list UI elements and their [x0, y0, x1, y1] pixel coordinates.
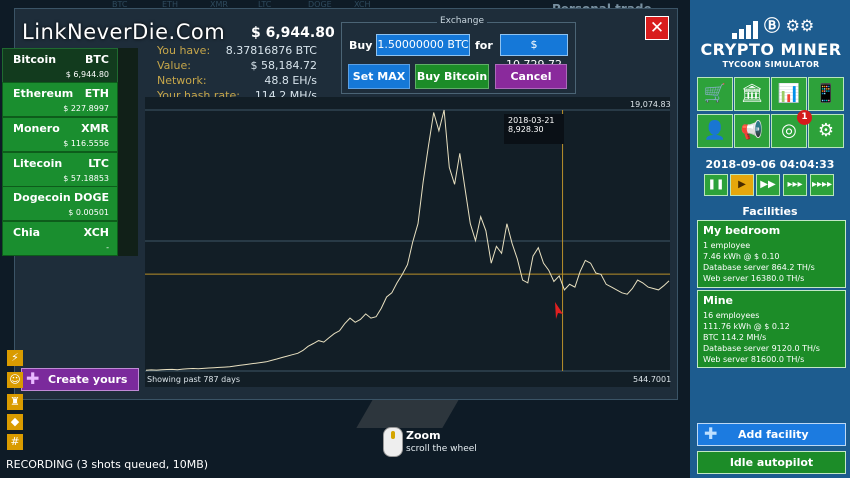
current-price: $ 6,944.80 — [251, 25, 335, 41]
logo-bars-icon — [732, 20, 760, 39]
coin-item-bitcoin[interactable]: Bitcoin BTC $ 6,944.80 — [2, 48, 118, 83]
tooltip-value: 8,928.30 — [508, 125, 544, 134]
recording-status: RECORDING (3 shots queued, 10MB) — [6, 458, 209, 471]
watermark: LinkNeverDie.Com — [22, 20, 226, 44]
small-icon[interactable]: ☺ — [7, 372, 23, 388]
hash-icon[interactable]: # — [7, 434, 23, 450]
create-coin-button[interactable]: ✚ Create yours — [21, 368, 139, 391]
tooltip-date: 2018-03-21 — [508, 116, 555, 125]
facilities-heading: Facilities — [742, 205, 798, 218]
gear-icon[interactable]: ⚙ — [808, 114, 844, 148]
small-icon[interactable]: ⚡ — [7, 350, 23, 366]
pause-button[interactable]: ❚❚ — [704, 174, 728, 196]
notification-badge: 1 — [797, 110, 812, 125]
facility-my-bedroom[interactable]: My bedroom 1 employee 7.46 kWh @ $ 0.10 … — [697, 220, 846, 288]
play-button[interactable]: ▶ — [730, 174, 754, 196]
mouse-icon — [383, 427, 403, 457]
exchange-box: Exchange Buy 1.50000000 BTC for $ 10,729… — [341, 16, 576, 94]
set-max-button[interactable]: Set MAX — [348, 64, 410, 89]
ticker-item: XCH — [354, 0, 371, 9]
coin-item-chia[interactable]: Chia XCH - — [2, 221, 118, 256]
close-button[interactable]: ✕ — [645, 16, 669, 40]
buy-label: Buy — [349, 39, 373, 52]
buy-bitcoin-button[interactable]: Buy Bitcoin — [415, 64, 489, 89]
for-label: for — [475, 39, 493, 52]
add-facility-button[interactable]: ✚ Add facility — [697, 423, 846, 446]
chart-footer: Showing past 787 days — [147, 375, 241, 384]
coin-item-litecoin[interactable]: Litecoin LTC $ 57.18853 — [2, 152, 118, 187]
chart-max-label: 19,074.83 — [630, 100, 671, 109]
btc-price-series — [145, 109, 670, 371]
stats-icon[interactable]: 📊 — [771, 77, 807, 111]
fast-forward-button[interactable]: ▶▶ — [756, 174, 780, 196]
phone-icon[interactable]: 📱 — [808, 77, 844, 111]
small-icon[interactable]: ◆ — [7, 414, 23, 430]
coin-item-monero[interactable]: Monero XMR $ 116.5556 — [2, 117, 118, 152]
ticker-item: ETH — [162, 0, 178, 9]
price-chart-svg — [145, 109, 670, 372]
cart-icon[interactable]: 🛒 — [697, 77, 733, 111]
buy-amount-input[interactable]: 1.50000000 BTC — [376, 34, 470, 56]
zoom-hint-title: Zoom — [406, 429, 441, 442]
isometric-floor — [356, 398, 460, 428]
cancel-button[interactable]: Cancel — [495, 64, 567, 89]
coin-item-dogecoin[interactable]: Dogecoin DOGE $ 0.00501 — [2, 186, 118, 221]
fastest-button[interactable]: ▸▸▸▸ — [810, 174, 834, 196]
ticker-item: BTC — [112, 0, 128, 9]
ticker-item: XMR — [210, 0, 228, 9]
faster-button[interactable]: ▸▸▸ — [783, 174, 807, 196]
zoom-hint-sub: scroll the wheel — [406, 444, 477, 454]
for-amount-input[interactable]: $ 10,729.72 — [500, 34, 568, 71]
coin-item-ethereum[interactable]: Ethereum ETH $ 227.8997 — [2, 82, 118, 117]
bitcoin-logo-icon: Ⓑ ⚙⚙ — [764, 16, 815, 35]
plus-icon: ✚ — [704, 424, 718, 443]
ticker-item: LTC — [258, 0, 272, 9]
mouse-cursor-icon — [555, 302, 563, 319]
bank-icon[interactable]: 🏛 — [734, 77, 770, 111]
megaphone-icon[interactable]: 📢 — [734, 114, 770, 148]
small-icon[interactable]: ♜ — [7, 394, 23, 410]
plus-icon: ✚ — [26, 369, 40, 388]
employee-icon[interactable]: 👤 — [697, 114, 733, 148]
facility-mine[interactable]: Mine 16 employees 111.76 kWh @ $ 0.12 BT… — [697, 290, 846, 368]
top-ticker: BTC ETH XMR LTC DOGE XCH — [0, 0, 690, 10]
price-chart[interactable] — [145, 97, 670, 387]
idle-autopilot-button[interactable]: Idle autopilot — [697, 451, 846, 474]
game-logo: Ⓑ ⚙⚙ CRYPTO MINER TYCOON SIMULATOR — [700, 10, 842, 70]
chart-tooltip: 2018-03-21 8,928.30 — [504, 114, 564, 144]
exchange-title: Exchange — [437, 16, 487, 26]
ticker-item: DOGE — [308, 0, 332, 9]
chart-min-label: 544.7001 — [633, 375, 672, 384]
game-date: 2018-09-06 04:04:33 — [705, 158, 835, 171]
